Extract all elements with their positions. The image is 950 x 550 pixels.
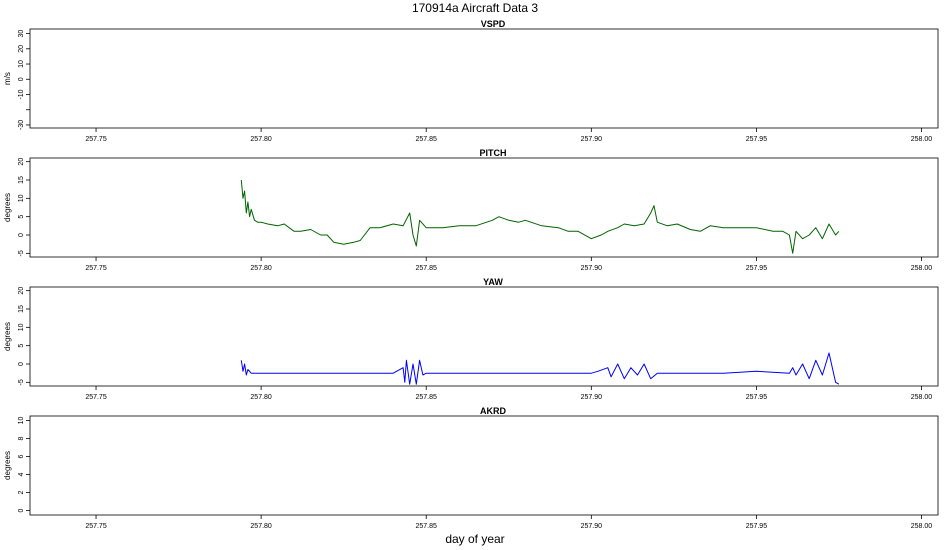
pitch-x-tick-label: 257.95 [746, 265, 768, 272]
yaw-y-tick-label: 15 [18, 305, 25, 313]
vspd-panel: VSPD m/s 257.75 257.80 257.85 257.90 257.95 258… [3, 19, 939, 143]
akrd-y-tick-label: 8 [18, 436, 25, 440]
pitch-x-tick-label: 257.85 [416, 265, 438, 272]
vspd-x-tick-label: 257.95 [746, 136, 768, 143]
vspd-x-tick-label: 257.80 [250, 136, 272, 143]
yaw-x-tick-label: 257.90 [581, 394, 603, 401]
pitch-y-tick-label: 0 [18, 233, 25, 237]
pitch-x-tick-label: 257.75 [85, 265, 107, 272]
yaw-y-tick-label: 10 [18, 323, 25, 331]
yaw-x-tick-label: 257.75 [85, 394, 107, 401]
yaw-x-tick-label: 257.80 [250, 394, 272, 401]
vspd-x-tick-label: 258.00 [911, 136, 933, 143]
chart-title: 170914a Aircraft Data 3 [412, 1, 538, 15]
akrd-y-tick-label: 2 [18, 490, 25, 494]
vspd-x-tick-label: 257.85 [416, 136, 438, 143]
vspd-y-tick-label: -30 [18, 120, 25, 130]
akrd-x-tick-label: 257.80 [250, 523, 272, 530]
vspd-y-tick-label: 10 [18, 60, 25, 68]
akrd-y-tick-label: 10 [18, 417, 25, 425]
akrd-y-axis-label: degrees [3, 451, 12, 480]
yaw-y-tick-label: 0 [18, 362, 25, 366]
vspd-y-tick-label: -10 [18, 89, 25, 99]
pitch-plot-frame [29, 157, 939, 258]
yaw-title: YAW [483, 277, 503, 287]
vspd-y-axis-label: m/s [3, 72, 12, 85]
yaw-series-line [240, 352, 840, 385]
akrd-x-tick-label: 257.90 [581, 523, 603, 530]
x-axis-label: day of year [445, 532, 504, 546]
yaw-y-tick-label: 5 [18, 344, 25, 348]
akrd-x-tick-label: 257.95 [746, 523, 768, 530]
akrd-x-tick-label: 257.75 [85, 523, 107, 530]
pitch-y-tick-label: -5 [18, 250, 25, 256]
pitch-y-tick-label: 5 [18, 215, 25, 219]
yaw-y-tick-label: -5 [18, 379, 25, 385]
akrd-x-tick-label: 257.85 [416, 523, 438, 530]
vspd-x-tick-label: 257.90 [581, 136, 603, 143]
pitch-y-tick-label: 15 [18, 176, 25, 184]
yaw-y-tick-label: 20 [18, 287, 25, 295]
pitch-panel: PITCH degrees 257.75 257.80 257.85 257.90 257.… [3, 148, 939, 272]
vspd-plot-frame [29, 28, 939, 129]
yaw-plot-frame [29, 286, 939, 387]
pitch-y-tick-label: 20 [18, 158, 25, 166]
pitch-x-tick-label: 258.00 [911, 265, 933, 272]
pitch-title: PITCH [480, 148, 507, 158]
pitch-series-line [240, 179, 840, 254]
akrd-title: AKRD [480, 406, 506, 416]
yaw-x-tick-label: 257.95 [746, 394, 768, 401]
akrd-panel: AKRD degrees 257.75 257.80 257.85 257.90 257.9… [3, 406, 939, 530]
akrd-plot-frame [29, 415, 939, 516]
vspd-y-tick-label: 20 [18, 45, 25, 53]
vspd-title: VSPD [481, 19, 506, 29]
pitch-y-tick-label: 10 [18, 194, 25, 202]
vspd-y-tick-label: 30 [18, 30, 25, 38]
pitch-x-tick-label: 257.90 [581, 265, 603, 272]
pitch-y-axis-label: degrees [3, 193, 12, 222]
yaw-x-tick-label: 258.00 [911, 394, 933, 401]
pitch-x-tick-label: 257.80 [250, 265, 272, 272]
yaw-y-axis-label: degrees [3, 322, 12, 351]
akrd-y-tick-label: 6 [18, 454, 25, 458]
vspd-y-tick-label: 0 [18, 77, 25, 81]
vspd-x-tick-label: 257.75 [85, 136, 107, 143]
yaw-panel: YAW degrees 257.75 257.80 257.85 257.90 257.95… [3, 277, 939, 401]
akrd-y-tick-label: 4 [18, 472, 25, 476]
yaw-x-tick-label: 257.85 [416, 394, 438, 401]
akrd-x-tick-label: 258.00 [911, 523, 933, 530]
akrd-y-tick-label: 0 [18, 508, 25, 512]
